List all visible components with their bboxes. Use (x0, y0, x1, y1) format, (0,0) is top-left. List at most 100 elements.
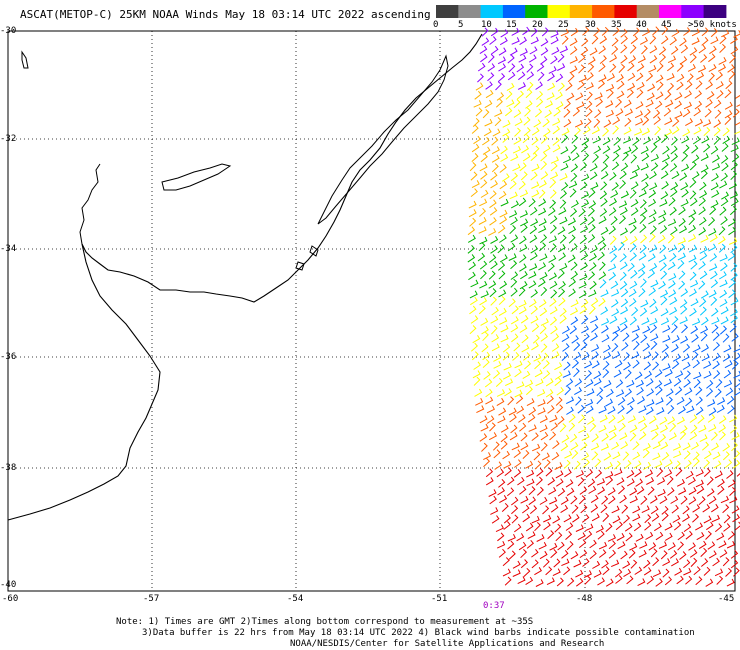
wind-barb (483, 128, 492, 137)
wind-barb (534, 567, 542, 576)
wind-barb (580, 225, 589, 234)
wind-barb (480, 53, 488, 63)
wind-barb (650, 424, 659, 433)
wind-barb (609, 245, 618, 254)
wind-barb (668, 280, 676, 289)
wind-barb (519, 189, 529, 198)
wind-barb (616, 477, 625, 486)
wind-barb (586, 72, 594, 81)
wind-barb (629, 189, 637, 199)
wind-barb (730, 197, 739, 207)
wind-barb (649, 318, 658, 326)
wind-barb (575, 569, 584, 578)
wind-barb (640, 207, 648, 217)
wind-barb (611, 37, 619, 47)
wind-barb (570, 307, 579, 316)
wind-barb (672, 514, 681, 523)
wind-barb (522, 370, 531, 380)
wind-barb (620, 236, 629, 245)
wind-barb (570, 299, 579, 308)
wind-barb (731, 333, 739, 342)
wind-barb (636, 72, 644, 82)
wind-barb (500, 440, 508, 450)
wind-barb (719, 325, 728, 335)
wind-barb (695, 576, 703, 586)
wind-barb (733, 352, 740, 362)
wind-barb (497, 73, 506, 82)
wind-barb (620, 306, 629, 315)
wind-barb (691, 144, 699, 154)
wind-barb (565, 82, 573, 91)
wind-barb (552, 568, 561, 577)
wind-barb (510, 316, 519, 325)
wind-barb (692, 451, 700, 461)
wind-barb (499, 317, 508, 325)
wind-barb (666, 475, 674, 486)
wind-barb (510, 234, 519, 243)
wind-barb (600, 171, 609, 180)
wind-barb (502, 119, 511, 128)
coastline-south (7, 243, 161, 521)
wind-barb (636, 486, 645, 495)
wind-barb (470, 296, 478, 306)
wind-barb (611, 332, 619, 342)
wind-barb (479, 163, 488, 172)
wind-barb (648, 542, 657, 551)
wind-barb (639, 422, 648, 432)
wind-barb (725, 387, 734, 397)
wind-barb (549, 171, 559, 180)
wind-barb (522, 352, 531, 361)
wind-barb (618, 422, 626, 432)
wind-barb (565, 531, 573, 540)
wind-barb (573, 351, 582, 361)
wind-barb (668, 197, 676, 207)
wind-barb (640, 146, 649, 155)
wind-barb (497, 487, 506, 496)
wind-barb (554, 371, 563, 380)
wind-barb (506, 487, 515, 497)
wind-barb (507, 54, 515, 64)
wind-barb (656, 81, 664, 91)
wind-barb (652, 361, 660, 371)
wind-barb (579, 486, 588, 495)
wind-barb (661, 134, 669, 144)
wind-barb (561, 333, 570, 343)
wind-barb (532, 334, 540, 344)
wind-barb (483, 458, 491, 468)
wind-barb (716, 532, 725, 541)
wind-barb (529, 225, 538, 235)
wind-barb (479, 236, 488, 245)
wind-barb (717, 485, 725, 495)
wind-barb (629, 243, 637, 253)
wind-barb (522, 26, 530, 36)
wind-barb (696, 485, 705, 495)
wind-barb (643, 351, 652, 360)
wind-barb (498, 190, 507, 200)
wind-barb (525, 100, 533, 109)
wind-barb (589, 262, 597, 271)
wind-barb (724, 89, 732, 99)
wind-barb (510, 153, 519, 162)
wind-barb (602, 369, 610, 379)
wind-barb (496, 92, 505, 101)
wind-barb (591, 323, 599, 333)
wind-barb (646, 388, 655, 397)
wind-barb (719, 549, 728, 558)
wind-barb (503, 460, 512, 469)
wind-barb (573, 559, 582, 568)
wind-barb (629, 224, 637, 234)
wind-barb (664, 532, 673, 541)
wind-barb (514, 523, 522, 533)
wind-barb (500, 198, 509, 207)
wind-barb (542, 118, 550, 128)
wind-barb (550, 325, 558, 335)
wind-barb (678, 487, 687, 495)
wind-barb (637, 415, 646, 424)
wind-barb (730, 308, 738, 317)
wind-barb (497, 261, 506, 271)
wind-barb (520, 224, 528, 233)
wind-barb (725, 567, 733, 577)
wind-barb (537, 71, 545, 81)
wind-barb (666, 396, 673, 406)
wind-barb (549, 280, 558, 289)
